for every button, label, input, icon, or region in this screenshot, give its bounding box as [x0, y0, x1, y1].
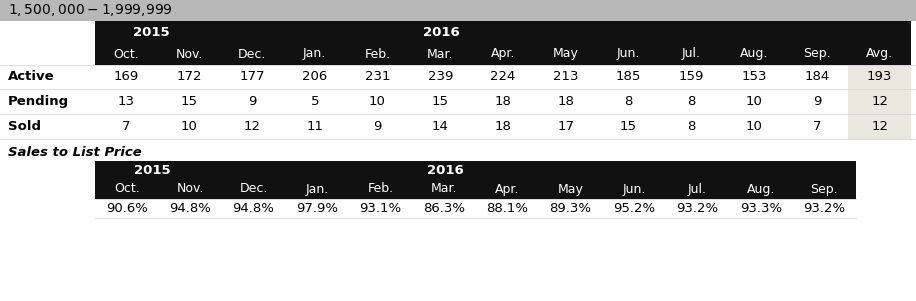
Text: Apr.: Apr. — [491, 48, 515, 61]
Text: 185: 185 — [616, 70, 641, 83]
Bar — [95, 161, 856, 179]
Text: 8: 8 — [625, 95, 633, 108]
Text: 88.1%: 88.1% — [486, 202, 529, 215]
Text: Aug.: Aug. — [740, 48, 769, 61]
Text: 239: 239 — [428, 70, 453, 83]
Text: 231: 231 — [365, 70, 390, 83]
Bar — [95, 21, 911, 43]
Text: Jul.: Jul. — [688, 182, 707, 196]
Text: Feb.: Feb. — [367, 182, 394, 196]
Bar — [0, 65, 916, 89]
Text: 2015: 2015 — [134, 163, 170, 176]
Text: 95.2%: 95.2% — [613, 202, 655, 215]
Text: 93.3%: 93.3% — [740, 202, 782, 215]
Text: 193: 193 — [867, 70, 892, 83]
Text: 18: 18 — [495, 95, 511, 108]
Text: Mar.: Mar. — [427, 48, 453, 61]
Text: 93.1%: 93.1% — [359, 202, 401, 215]
Text: 18: 18 — [557, 95, 574, 108]
Text: Aug.: Aug. — [747, 182, 775, 196]
Text: 13: 13 — [118, 95, 135, 108]
Bar — [848, 89, 911, 114]
Text: 7: 7 — [122, 120, 131, 133]
Text: 2015: 2015 — [133, 26, 169, 39]
Text: Apr.: Apr. — [495, 182, 519, 196]
Text: May: May — [553, 48, 579, 61]
Text: Sep.: Sep. — [803, 48, 831, 61]
Text: 2016: 2016 — [423, 26, 460, 39]
Text: 153: 153 — [741, 70, 767, 83]
Bar — [0, 0, 916, 21]
Text: Mar.: Mar. — [431, 182, 457, 196]
Text: 15: 15 — [180, 95, 198, 108]
Text: Sold: Sold — [8, 120, 41, 133]
Bar — [95, 199, 856, 218]
Text: Jan.: Jan. — [305, 182, 329, 196]
Text: Jun.: Jun. — [622, 182, 646, 196]
Text: Sales to List Price: Sales to List Price — [8, 147, 142, 160]
Text: 12: 12 — [244, 120, 260, 133]
Text: Oct.: Oct. — [114, 48, 139, 61]
Text: 224: 224 — [490, 70, 516, 83]
Text: Feb.: Feb. — [365, 48, 390, 61]
Text: 14: 14 — [431, 120, 449, 133]
Text: Avg.: Avg. — [866, 48, 893, 61]
Text: 206: 206 — [302, 70, 327, 83]
Text: $1,500,000 - $1,999,999: $1,500,000 - $1,999,999 — [8, 2, 173, 18]
Text: Dec.: Dec. — [239, 182, 267, 196]
Text: 97.9%: 97.9% — [296, 202, 338, 215]
Text: 10: 10 — [746, 120, 762, 133]
Bar — [848, 114, 911, 139]
Bar — [0, 114, 916, 139]
Text: 8: 8 — [687, 120, 695, 133]
Text: 5: 5 — [311, 95, 319, 108]
Text: 7: 7 — [812, 120, 821, 133]
Text: 15: 15 — [431, 95, 449, 108]
Text: Jul.: Jul. — [682, 48, 701, 61]
Bar — [95, 179, 856, 199]
Text: 15: 15 — [620, 120, 637, 133]
Text: 169: 169 — [114, 70, 139, 83]
Text: 9: 9 — [812, 95, 821, 108]
Bar — [95, 43, 911, 65]
Text: 10: 10 — [369, 95, 386, 108]
Text: 89.3%: 89.3% — [550, 202, 592, 215]
Text: Jun.: Jun. — [616, 48, 640, 61]
Text: 18: 18 — [495, 120, 511, 133]
Text: Active: Active — [8, 70, 55, 83]
Text: 172: 172 — [177, 70, 202, 83]
Bar — [0, 89, 916, 114]
Text: 10: 10 — [746, 95, 762, 108]
Text: Nov.: Nov. — [177, 182, 204, 196]
Text: 93.2%: 93.2% — [803, 202, 845, 215]
Bar — [848, 65, 911, 89]
Text: 177: 177 — [239, 70, 265, 83]
Text: Jan.: Jan. — [303, 48, 326, 61]
Text: Oct.: Oct. — [114, 182, 139, 196]
Text: 9: 9 — [374, 120, 382, 133]
Text: 11: 11 — [306, 120, 323, 133]
Text: 184: 184 — [804, 70, 830, 83]
Text: 94.8%: 94.8% — [169, 202, 211, 215]
Text: 213: 213 — [553, 70, 579, 83]
Text: 86.3%: 86.3% — [423, 202, 464, 215]
Text: 17: 17 — [557, 120, 574, 133]
Text: Pending: Pending — [8, 95, 69, 108]
Text: Sep.: Sep. — [811, 182, 838, 196]
Text: 94.8%: 94.8% — [233, 202, 275, 215]
Text: 159: 159 — [679, 70, 704, 83]
Text: 10: 10 — [180, 120, 198, 133]
Text: 8: 8 — [687, 95, 695, 108]
Text: May: May — [558, 182, 583, 196]
Text: 12: 12 — [871, 95, 889, 108]
Text: 2016: 2016 — [427, 163, 463, 176]
Text: 9: 9 — [247, 95, 256, 108]
Text: 93.2%: 93.2% — [676, 202, 718, 215]
Text: 90.6%: 90.6% — [105, 202, 147, 215]
Text: Dec.: Dec. — [238, 48, 267, 61]
Text: Nov.: Nov. — [176, 48, 202, 61]
Text: 12: 12 — [871, 120, 889, 133]
